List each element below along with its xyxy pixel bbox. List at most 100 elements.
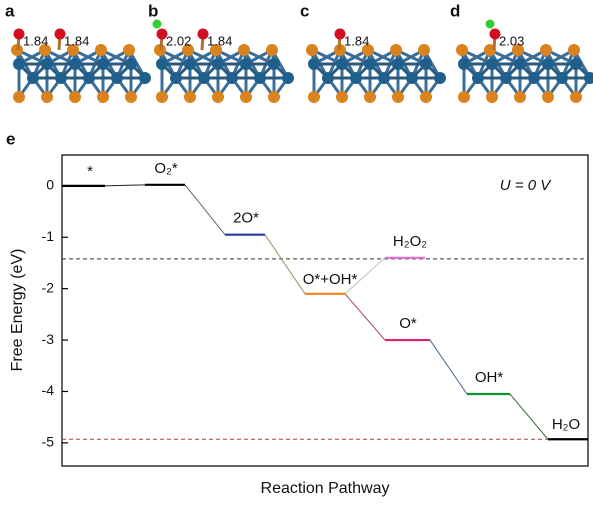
atom [152, 19, 162, 29]
connector [344, 257, 386, 295]
atom [212, 91, 224, 103]
atom [184, 91, 196, 103]
connector [429, 339, 468, 395]
y-tick-label: -4 [42, 382, 55, 398]
level-label: H₂O₂ [393, 233, 427, 250]
atom [568, 44, 580, 56]
atom [512, 44, 524, 56]
atom [392, 58, 404, 70]
atom [570, 58, 582, 70]
atom [13, 91, 25, 103]
level-label: * [87, 163, 93, 180]
atom [542, 91, 554, 103]
y-tick-label: -5 [42, 434, 55, 450]
bond-length: 1.84 [344, 33, 369, 48]
atom [528, 72, 540, 84]
atom [97, 91, 109, 103]
atom [238, 44, 250, 56]
atom [156, 58, 168, 70]
atom [306, 44, 318, 56]
atom [13, 58, 25, 70]
atom [584, 72, 593, 84]
atom [378, 72, 390, 84]
atom [210, 44, 222, 56]
connector [184, 184, 226, 235]
atom [540, 44, 552, 56]
bond-length: 1.84 [207, 33, 232, 48]
atom [514, 58, 526, 70]
atom [83, 72, 95, 84]
level-label: O₂* [154, 160, 177, 177]
atom [123, 44, 135, 56]
atom [489, 28, 501, 40]
atom [434, 72, 446, 84]
level-label: O*+OH* [303, 271, 358, 288]
atom [418, 44, 430, 56]
atom [570, 91, 582, 103]
atom [54, 28, 66, 40]
atom [41, 58, 53, 70]
atom [212, 58, 224, 70]
panel-label: b [148, 1, 158, 20]
atom [39, 44, 51, 56]
level-label: O* [399, 315, 417, 332]
atom [67, 44, 79, 56]
atom [308, 58, 320, 70]
panel-label: c [300, 1, 309, 20]
atom [350, 72, 362, 84]
atom [322, 72, 334, 84]
atom [364, 58, 376, 70]
plot-frame [61, 154, 589, 467]
bond-length: 1.84 [23, 33, 48, 48]
atom [139, 72, 151, 84]
x-axis-label: Reaction Pathway [261, 480, 390, 497]
y-tick-label: -2 [42, 279, 55, 295]
atom [125, 91, 137, 103]
atom [556, 72, 568, 84]
atom [458, 91, 470, 103]
atom [472, 72, 484, 84]
atom [406, 72, 418, 84]
atom [226, 72, 238, 84]
level-label: H₂O [552, 416, 580, 433]
atom [184, 58, 196, 70]
atom [13, 28, 25, 40]
atom [485, 19, 495, 29]
annotation: U = 0 V [500, 177, 552, 194]
atom [182, 44, 194, 56]
atom [240, 91, 252, 103]
atom [125, 58, 137, 70]
bond-length: 1.84 [64, 33, 89, 48]
atom [69, 91, 81, 103]
atom [95, 44, 107, 56]
atom [268, 91, 280, 103]
atom [254, 72, 266, 84]
atom [390, 44, 402, 56]
y-tick-label: 0 [46, 177, 54, 193]
atom [542, 58, 554, 70]
bond-length: 2.02 [166, 33, 191, 48]
atom [11, 44, 23, 56]
atom [500, 72, 512, 84]
atom [308, 91, 320, 103]
panel-label: e [6, 129, 15, 148]
atom [486, 91, 498, 103]
atom [336, 58, 348, 70]
atom [282, 72, 294, 84]
atom [198, 72, 210, 84]
atom [240, 58, 252, 70]
atom [55, 72, 67, 84]
atom [336, 91, 348, 103]
panel-label: a [5, 1, 15, 20]
level-label: 2O* [233, 210, 259, 227]
atom [364, 91, 376, 103]
atom [456, 44, 468, 56]
atom [268, 58, 280, 70]
atom [486, 58, 498, 70]
atom [334, 28, 346, 40]
structures: a 1.84 1.84 b 2.02 1.84 c 1.84 d 2.03 [5, 1, 593, 103]
atom [197, 28, 209, 40]
connector [264, 234, 306, 295]
y-tick-label: -1 [42, 228, 55, 244]
